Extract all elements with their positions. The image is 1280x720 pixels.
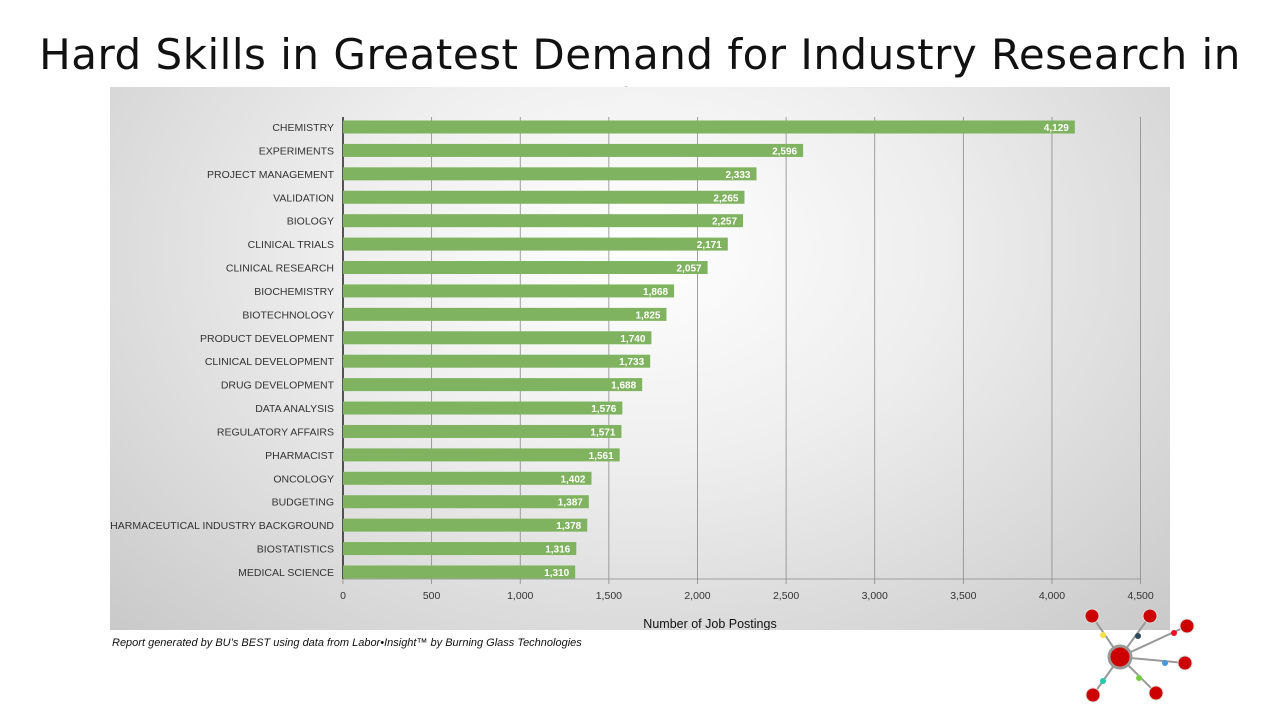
bar: [343, 190, 745, 204]
x-tick-label: 2,500: [773, 590, 799, 602]
data-label: 2,265: [713, 193, 738, 204]
data-label: 2,257: [712, 217, 737, 228]
category-label: PHARMACEUTICAL INDUSTRY BACKGROUND: [110, 520, 334, 532]
bar: [343, 378, 643, 392]
data-label: 1,825: [635, 310, 660, 321]
x-tick-label: 3,500: [950, 590, 976, 602]
bar: [343, 542, 577, 556]
bar: [343, 448, 620, 462]
bar: [343, 307, 667, 321]
bar: [343, 354, 651, 368]
data-label: 4,129: [1044, 123, 1069, 134]
category-label: REGULATORY AFFAIRS: [217, 426, 334, 438]
data-label: 1,576: [591, 404, 616, 415]
bar: [343, 424, 622, 438]
category-label: DATA ANALYSIS: [255, 403, 334, 415]
data-label: 1,868: [643, 287, 668, 298]
category-label: PROJECT MANAGEMENT: [207, 169, 335, 181]
bar: [343, 331, 652, 345]
bar: [343, 401, 623, 415]
data-label: 1,310: [544, 568, 569, 579]
bar: [343, 471, 592, 485]
data-label: 1,402: [560, 474, 585, 485]
category-label: CLINICAL TRIALS: [248, 239, 334, 251]
bar: [343, 167, 757, 181]
chart-panel: 0 500 1,000 1,500 2,000 2,500 3,000 3,500 4,000 4…: [110, 87, 1170, 630]
data-label: 2,057: [677, 264, 702, 275]
category-label: CHEMISTRY: [272, 122, 334, 134]
data-label: 1,733: [619, 357, 644, 368]
category-label: DRUG DEVELOPMENT: [221, 380, 335, 392]
data-label: 2,171: [697, 240, 722, 251]
category-label: EXPERIMENTS: [259, 145, 334, 157]
bar: [343, 518, 588, 532]
data-label: 2,333: [725, 170, 750, 181]
x-tick-label: 2,000: [684, 590, 710, 602]
network-nodes-logo-icon: [1084, 608, 1195, 703]
x-tick-label: 1,500: [596, 590, 622, 602]
data-label: 2,596: [772, 146, 797, 157]
category-label: BIOLOGY: [287, 216, 334, 228]
category-label: PRODUCT DEVELOPMENT: [200, 333, 335, 345]
data-label: 1,378: [556, 521, 581, 532]
data-label: 1,740: [620, 334, 645, 345]
category-label: ONCOLOGY: [273, 473, 334, 485]
category-label: VALIDATION: [273, 192, 334, 204]
data-label: 1,561: [589, 451, 614, 462]
category-label: MEDICAL SCIENCE: [238, 567, 334, 579]
x-tick-label: 4,000: [1039, 590, 1065, 602]
data-label: 1,387: [558, 498, 583, 509]
bar: [343, 565, 576, 579]
x-tick-label: 500: [423, 590, 441, 602]
footnote: Report generated by BU’s BEST using data…: [112, 637, 582, 649]
category-label: CLINICAL RESEARCH: [226, 263, 334, 275]
x-tick-label: 0: [340, 590, 346, 602]
category-label: CLINICAL DEVELOPMENT: [205, 356, 335, 368]
x-tick-label: 4,500: [1127, 590, 1153, 602]
data-label: 1,571: [590, 427, 615, 438]
category-label: PHARMACIST: [265, 450, 334, 462]
category-label: BIOTECHNOLOGY: [242, 309, 334, 321]
x-tick-label: 1,000: [507, 590, 533, 602]
category-label: BIOCHEMISTRY: [254, 286, 334, 298]
bar: [343, 143, 804, 157]
category-label: BIOSTATISTICS: [257, 544, 334, 556]
bar: [343, 120, 1075, 134]
x-tick-label: 3,000: [862, 590, 888, 602]
x-axis-title: Number of Job Postings: [643, 617, 776, 630]
bar: [343, 261, 708, 275]
bar: [343, 214, 744, 228]
bar-chart: 0 500 1,000 1,500 2,000 2,500 3,000 3,500 4,000 4…: [110, 117, 1154, 630]
bar: [343, 284, 675, 298]
category-label: BUDGETING: [272, 497, 334, 509]
bar: [343, 237, 728, 251]
bar: [343, 495, 589, 509]
data-label: 1,688: [611, 381, 636, 392]
data-label: 1,316: [545, 545, 570, 556]
